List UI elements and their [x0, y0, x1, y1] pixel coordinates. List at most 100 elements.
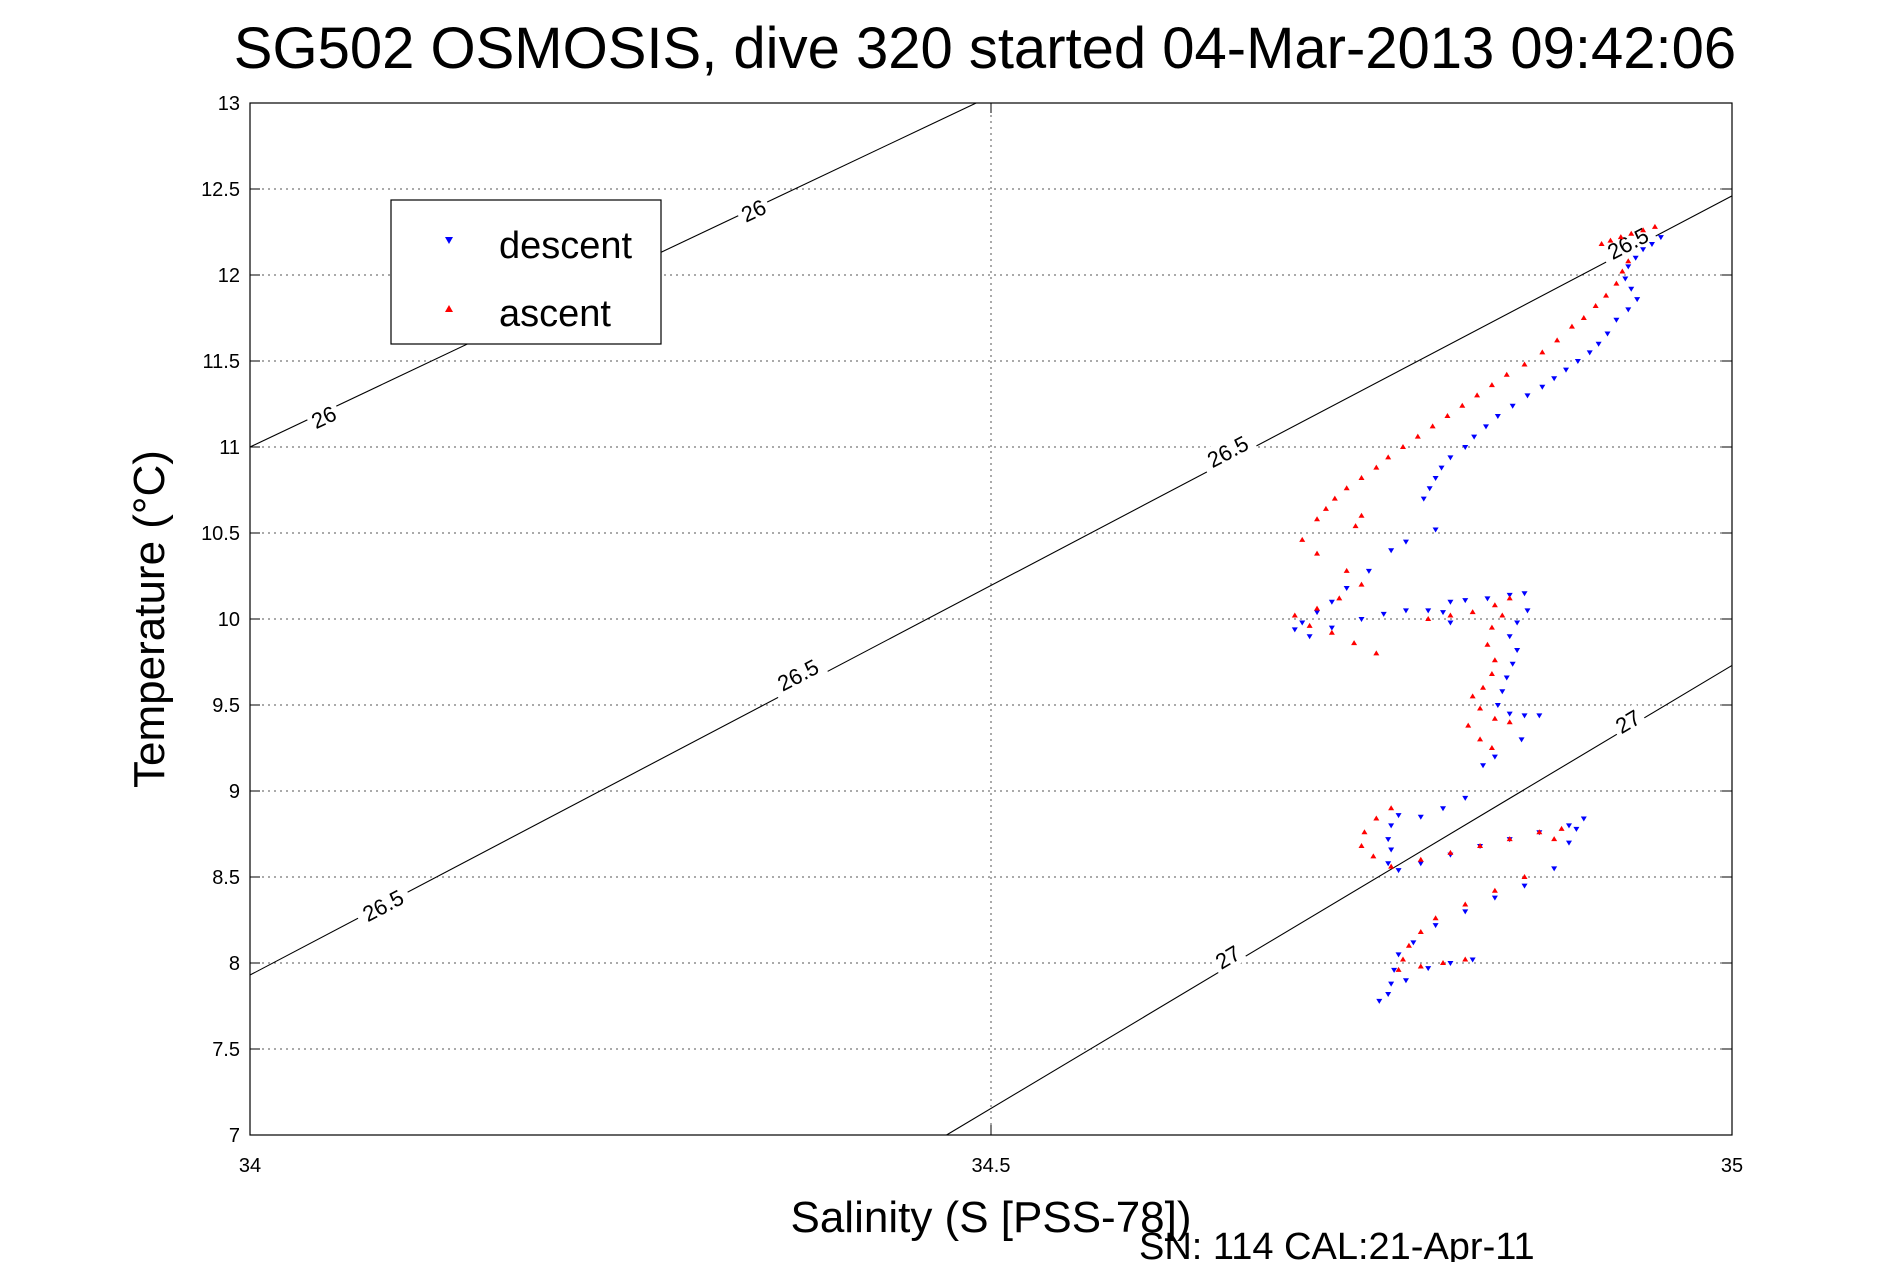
descent-point: [1365, 568, 1372, 574]
descent-point: [1521, 883, 1528, 889]
descent-point: [1417, 861, 1424, 867]
ascent-point: [1465, 722, 1472, 728]
x-tick-label: 35: [1721, 1155, 1743, 1177]
ascent-point: [1477, 843, 1484, 849]
descent-point: [1484, 596, 1491, 602]
contour-label: 27: [1207, 938, 1248, 976]
y-tick-label: 12.5: [201, 179, 240, 201]
descent-point: [1521, 591, 1528, 597]
ascent-point: [1425, 616, 1432, 621]
descent-point: [1625, 307, 1632, 313]
ascent-point: [1551, 836, 1558, 842]
descent-point: [1628, 286, 1635, 292]
y-tick-label: 9: [229, 781, 240, 803]
contour-label-bg: [733, 192, 774, 229]
ascent-point: [1343, 485, 1350, 491]
ascent-point: [1477, 736, 1484, 742]
y-tick-label: 11: [219, 437, 240, 459]
descent-point: [1388, 823, 1395, 829]
x-tick-label: 34.5: [972, 1155, 1011, 1177]
ascent-point: [1459, 402, 1466, 408]
legend-descent-label: descent: [499, 225, 633, 267]
ascent-point: [1306, 622, 1313, 628]
descent-point: [1299, 620, 1306, 626]
ascent-point: [1373, 650, 1380, 656]
descent-point: [1551, 866, 1558, 872]
ascent-point: [1506, 595, 1513, 601]
ascent-point: [1607, 237, 1614, 243]
ascent-point: [1491, 657, 1498, 663]
descent-point: [1388, 847, 1395, 853]
descent-point: [1494, 703, 1501, 708]
y-tick-label: 10.5: [201, 523, 240, 545]
contour-line-26-5: [249, 195, 1733, 976]
descent-point: [1634, 297, 1641, 303]
descent-point: [1410, 940, 1417, 946]
descent-point: [1574, 359, 1581, 364]
ascent-point: [1521, 874, 1528, 879]
descent-point: [1613, 317, 1620, 323]
descent-point: [1482, 424, 1489, 430]
descent-point: [1447, 620, 1454, 626]
ascent-point: [1388, 805, 1395, 811]
ascent-point: [1592, 302, 1599, 308]
ascent-point: [1405, 942, 1412, 948]
descent-point: [1551, 376, 1558, 382]
ascent-point: [1314, 605, 1321, 611]
descent-point: [1480, 763, 1487, 769]
chart-title: SG502 OSMOSIS, dive 320 started 04-Mar-2…: [234, 16, 1736, 81]
descent-point: [1563, 367, 1570, 373]
axis-ticks: 34 34.5 35 7 7.5 8 8.5 9 9.5 10 10.5 11 11.5 12 12.5 13: [201, 93, 1743, 1177]
descent-point: [1586, 350, 1593, 356]
contour-label-bg: [352, 881, 414, 930]
descent-point: [1506, 634, 1513, 640]
ascent-point: [1603, 292, 1610, 298]
ascent-point: [1322, 505, 1329, 511]
descent-point: [1471, 434, 1478, 440]
descent-point: [1632, 255, 1639, 261]
y-tick-label: 7: [229, 1125, 240, 1147]
ascent-point: [1358, 843, 1365, 849]
descent-point: [1657, 235, 1664, 241]
y-tick-label: 7.5: [212, 1039, 240, 1061]
ascent-point: [1558, 825, 1565, 831]
descent-point: [1622, 276, 1629, 282]
ascent-point: [1491, 602, 1498, 608]
y-tick-label: 11.5: [203, 351, 240, 373]
contour-label-bg: [304, 399, 344, 435]
descent-point: [1395, 813, 1402, 819]
descent-point: [1518, 737, 1525, 743]
descent-point: [1514, 647, 1521, 653]
descent-point: [1447, 961, 1454, 966]
descent-point: [1494, 414, 1501, 420]
descent-point: [1506, 711, 1513, 717]
descent-point: [1469, 957, 1476, 963]
descent-point: [1539, 384, 1546, 390]
descent-point: [1402, 608, 1409, 614]
descent-point: [1425, 608, 1432, 614]
descent-point: [1521, 713, 1528, 719]
descent-point: [1306, 634, 1313, 640]
ascent-point: [1399, 444, 1406, 449]
ascent-point: [1469, 693, 1476, 699]
descent-point: [1595, 341, 1602, 347]
descent-point: [1425, 966, 1432, 972]
descent-point: [1499, 689, 1506, 695]
descent-point: [1462, 909, 1469, 915]
ascent-point: [1480, 684, 1487, 690]
ascent-point: [1399, 956, 1406, 962]
ascent-point: [1613, 280, 1620, 286]
contour-label-bg: [1197, 427, 1259, 475]
descent-point: [1402, 539, 1409, 545]
descent-point: [1417, 814, 1424, 820]
ascent-point: [1417, 929, 1424, 935]
contour-label-text: 27: [1611, 705, 1645, 739]
footer-serial-calibration: SN: 114 CAL:21-Apr-11: [1139, 1226, 1535, 1262]
ascent-point: [1484, 641, 1491, 647]
ascent-point: [1506, 836, 1513, 842]
ascent-point: [1462, 956, 1469, 962]
descent-point: [1358, 617, 1365, 622]
contour-label: 26.5: [767, 651, 829, 699]
descent-point: [1565, 823, 1572, 829]
